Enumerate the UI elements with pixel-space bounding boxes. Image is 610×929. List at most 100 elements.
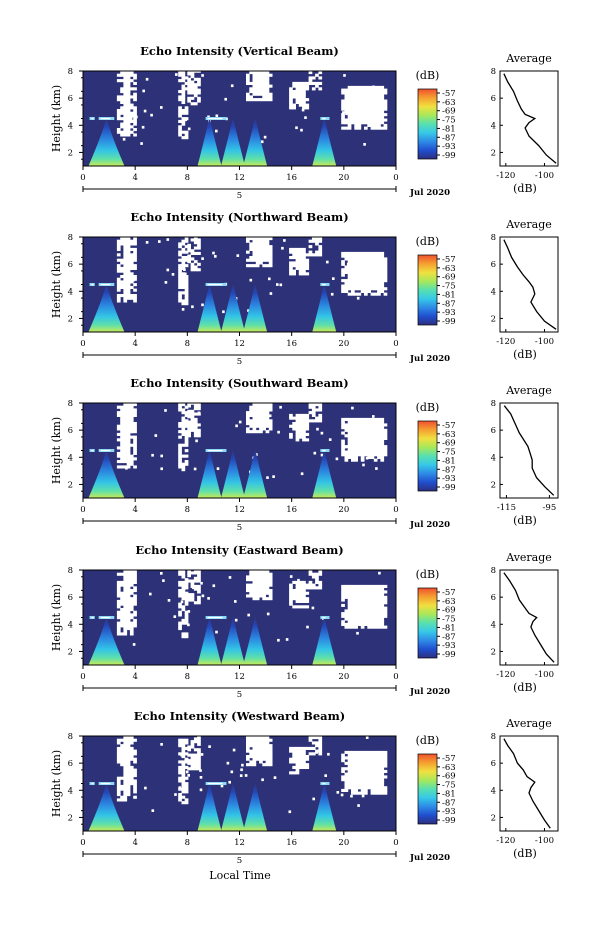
colorbar-tick-label: -81 xyxy=(442,124,456,134)
colorbar-tick-label: -69 xyxy=(442,772,456,782)
bright-layer-core xyxy=(100,783,111,785)
y-tick-label: 8 xyxy=(68,566,73,576)
average-profile-line xyxy=(503,738,551,829)
bright-layer-core xyxy=(322,450,326,452)
bright-layer-core xyxy=(91,284,94,286)
colorbar-tick-label: -81 xyxy=(442,623,456,633)
y-tick-label: 6 xyxy=(68,426,73,436)
echo-plume xyxy=(197,117,222,166)
avg-x-tick-label: -115 xyxy=(497,503,516,513)
avg-y-tick-label: 2 xyxy=(491,480,496,490)
echo-plume xyxy=(312,283,337,332)
colorbar-tick-label: -63 xyxy=(442,98,456,108)
avg-x-tick-label: -100 xyxy=(535,171,554,181)
colorbar-tick-label: -57 xyxy=(442,588,456,598)
echo-plume xyxy=(197,616,222,665)
x-tick-label: 0 xyxy=(393,339,398,349)
panel-0: Echo Intensity (Vertical Beam) 8 6 4 2 Height… xyxy=(50,44,559,201)
colorbar-unit: (dB) xyxy=(416,69,440,82)
colorbar-tick-label: -87 xyxy=(442,798,456,808)
y-tick-label: 8 xyxy=(68,67,73,77)
average-profile-line xyxy=(503,239,557,330)
y-tick-label: 6 xyxy=(68,593,73,603)
x-tick-label: 16 xyxy=(286,339,297,349)
panel-4: Echo Intensity (Westward Beam) 8 6 4 2 Height… xyxy=(50,709,559,866)
colorbar-tick-label: -57 xyxy=(442,255,456,265)
avg-y-tick-label: 4 xyxy=(491,786,496,796)
echo-plumes xyxy=(88,449,337,498)
average-xlabel: (dB) xyxy=(513,847,537,860)
average-profile-line xyxy=(503,405,555,496)
x-tick-label: 8 xyxy=(185,505,190,515)
echo-plume xyxy=(312,449,337,498)
no-data-cells xyxy=(116,736,388,814)
avg-x-tick-label: -120 xyxy=(496,836,515,846)
bright-layer-core xyxy=(100,450,111,452)
colorbar-tick-label: -75 xyxy=(442,448,456,458)
x-tick-label: 4 xyxy=(132,672,137,682)
x-tick-label: 4 xyxy=(132,838,137,848)
x-tick-label: 0 xyxy=(80,838,85,848)
panel-1: Echo Intensity (Northward Beam) 8 6 4 2 Heigh… xyxy=(50,210,559,367)
y-axis-label: Height (km) xyxy=(50,417,63,484)
echo-plume xyxy=(312,782,337,831)
date-label: Jul 2020 xyxy=(409,853,450,863)
date-label: Jul 2020 xyxy=(409,188,450,198)
colorbar-tick-label: -75 xyxy=(442,116,456,126)
x-tick-label: 20 xyxy=(338,672,349,682)
colorbar-tick-label: -93 xyxy=(442,474,456,484)
colorbar-tick-label: -87 xyxy=(442,632,456,642)
echo-plumes xyxy=(88,616,337,665)
y-tick-label: 6 xyxy=(68,94,73,104)
echo-plume xyxy=(220,616,245,665)
y-tick-label: 2 xyxy=(68,480,73,490)
heatmap-title: Echo Intensity (Westward Beam) xyxy=(134,709,345,723)
average-title: Average xyxy=(505,717,552,730)
y-tick-label: 4 xyxy=(68,287,73,297)
echo-plume xyxy=(312,117,337,166)
x-tick-label: 0 xyxy=(393,672,398,682)
avg-x-tick-label: -100 xyxy=(535,337,554,347)
y-tick-label: 2 xyxy=(68,314,73,324)
colorbar-tick-label: -99 xyxy=(442,151,456,161)
x-tick-label: 16 xyxy=(286,672,297,682)
y-tick-label: 8 xyxy=(68,732,73,742)
no-data-cells xyxy=(116,237,388,314)
average-title: Average xyxy=(505,384,552,397)
average-xlabel: (dB) xyxy=(513,514,537,527)
colorbar-tick-label: -93 xyxy=(442,308,456,318)
average-frame xyxy=(499,70,559,167)
bright-layer-core xyxy=(322,118,326,120)
echo-plume xyxy=(88,449,125,498)
x-tick-label: 4 xyxy=(132,173,137,183)
bright-layer-core xyxy=(91,617,94,619)
colorbar-tick-label: -81 xyxy=(442,456,456,466)
bright-layer-core xyxy=(100,118,111,120)
avg-y-tick-label: 2 xyxy=(491,148,496,158)
bright-layer-core xyxy=(91,450,94,452)
colorbar-tick-label: -63 xyxy=(442,264,456,274)
y-tick-label: 6 xyxy=(68,759,73,769)
x-tick-label: 8 xyxy=(185,173,190,183)
x-tick-label: 0 xyxy=(80,173,85,183)
colorbar-tick-label: -87 xyxy=(442,465,456,475)
x-tick-label: 0 xyxy=(393,505,398,515)
average-xlabel: (dB) xyxy=(513,348,537,361)
avg-y-tick-label: 2 xyxy=(491,647,496,657)
avg-x-tick-label: -120 xyxy=(496,670,515,680)
echo-plumes xyxy=(88,117,337,166)
echo-plume xyxy=(88,782,125,831)
colorbar-tick-label: -75 xyxy=(442,282,456,292)
echo-plume xyxy=(197,449,222,498)
y-tick-label: 4 xyxy=(68,786,73,796)
avg-y-tick-label: 6 xyxy=(491,759,496,769)
bright-layer-core xyxy=(207,450,223,452)
avg-y-tick-label: 2 xyxy=(491,813,496,823)
echo-plumes xyxy=(88,283,337,332)
y-tick-label: 6 xyxy=(68,260,73,270)
colorbar-tick-label: -69 xyxy=(442,439,456,449)
avg-y-tick-label: 6 xyxy=(491,593,496,603)
echo-plumes xyxy=(88,782,337,831)
colorbar-tick-label: -75 xyxy=(442,615,456,625)
colorbar-tick-label: -99 xyxy=(442,816,456,826)
